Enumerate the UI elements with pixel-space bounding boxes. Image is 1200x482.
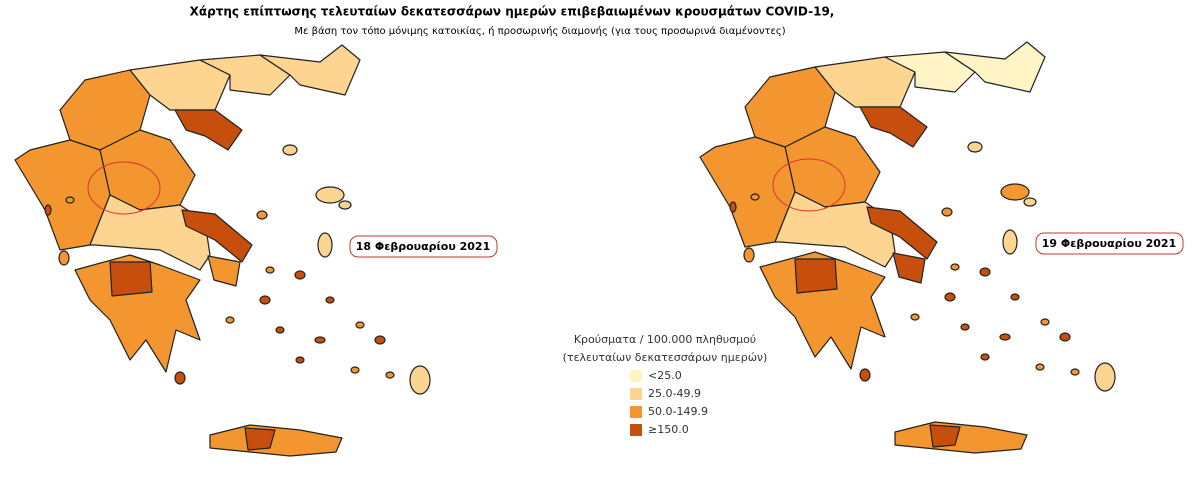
island: [950, 263, 960, 271]
island: [275, 326, 285, 334]
island: [174, 371, 186, 385]
region: [929, 424, 961, 448]
date-label: 18 Φεβρουαρίου 2021: [356, 240, 491, 253]
island: [385, 371, 395, 379]
highlight-circle: [772, 158, 846, 212]
island: [859, 368, 871, 382]
greece-map: [14, 44, 431, 457]
region: [794, 258, 838, 294]
island: [1010, 293, 1020, 301]
island: [979, 267, 991, 277]
island: [225, 316, 235, 324]
island: [338, 200, 352, 210]
region: [894, 421, 1028, 454]
island: [750, 193, 760, 201]
legend-swatch: [630, 388, 642, 400]
island: [1059, 332, 1071, 342]
island: [1023, 197, 1037, 207]
island: [350, 366, 360, 374]
date-box: [1035, 232, 1184, 255]
island: [944, 292, 956, 302]
island: [960, 323, 970, 331]
legend-label: <25.0: [648, 369, 682, 382]
island: [265, 266, 275, 274]
island: [729, 201, 737, 213]
island: [65, 196, 75, 204]
island: [294, 270, 306, 280]
island: [374, 335, 386, 345]
date-label: 19 Φεβρουαρίου 2021: [1042, 237, 1177, 250]
legend-swatch: [630, 424, 642, 436]
region: [181, 209, 253, 263]
legend-label: ≥150.0: [648, 423, 689, 436]
island: [910, 313, 920, 321]
island: [1070, 368, 1080, 376]
island: [314, 336, 326, 344]
island: [1000, 183, 1030, 201]
island: [325, 296, 335, 304]
island: [295, 356, 305, 364]
island: [58, 250, 70, 266]
subtitle: Με βάση τον τόπο μόνιμης κατοικίας, ή πρ…: [294, 25, 785, 37]
island: [317, 232, 333, 258]
island: [282, 144, 298, 156]
island: [1094, 362, 1116, 392]
region: [207, 255, 241, 287]
island: [409, 365, 431, 395]
legend-label: 50.0-149.9: [648, 405, 708, 418]
title: Χάρτης επίπτωσης τελευταίων δεκατεσσάρων…: [190, 5, 835, 19]
island: [980, 353, 990, 361]
island: [1035, 363, 1045, 371]
island: [967, 141, 983, 153]
region: [244, 427, 276, 451]
highlight-circle: [87, 161, 161, 215]
region: [74, 254, 201, 373]
legend-label: 25.0-49.9: [648, 387, 701, 400]
island: [1002, 229, 1018, 255]
island: [259, 295, 271, 305]
island: [999, 333, 1011, 341]
region: [759, 251, 886, 370]
region: [866, 206, 938, 260]
island: [355, 321, 365, 329]
island: [743, 247, 755, 263]
island: [1040, 318, 1050, 326]
legend-swatch: [630, 406, 642, 418]
region: [944, 41, 1046, 93]
island: [315, 186, 345, 204]
island: [941, 207, 953, 217]
legend-swatch: [630, 370, 642, 382]
date-box: [349, 235, 498, 258]
region: [259, 44, 361, 96]
region: [174, 109, 243, 151]
region: [892, 252, 926, 284]
legend-title: Κρούσματα / 100.000 πληθυσμού: [574, 333, 756, 346]
island: [256, 210, 268, 220]
island: [44, 204, 52, 216]
region: [109, 261, 153, 297]
legend-title: (τελευταίων δεκατεσσάρων ημερών): [563, 351, 768, 364]
region: [859, 106, 928, 148]
region: [209, 424, 343, 457]
greece-map: [699, 41, 1116, 454]
